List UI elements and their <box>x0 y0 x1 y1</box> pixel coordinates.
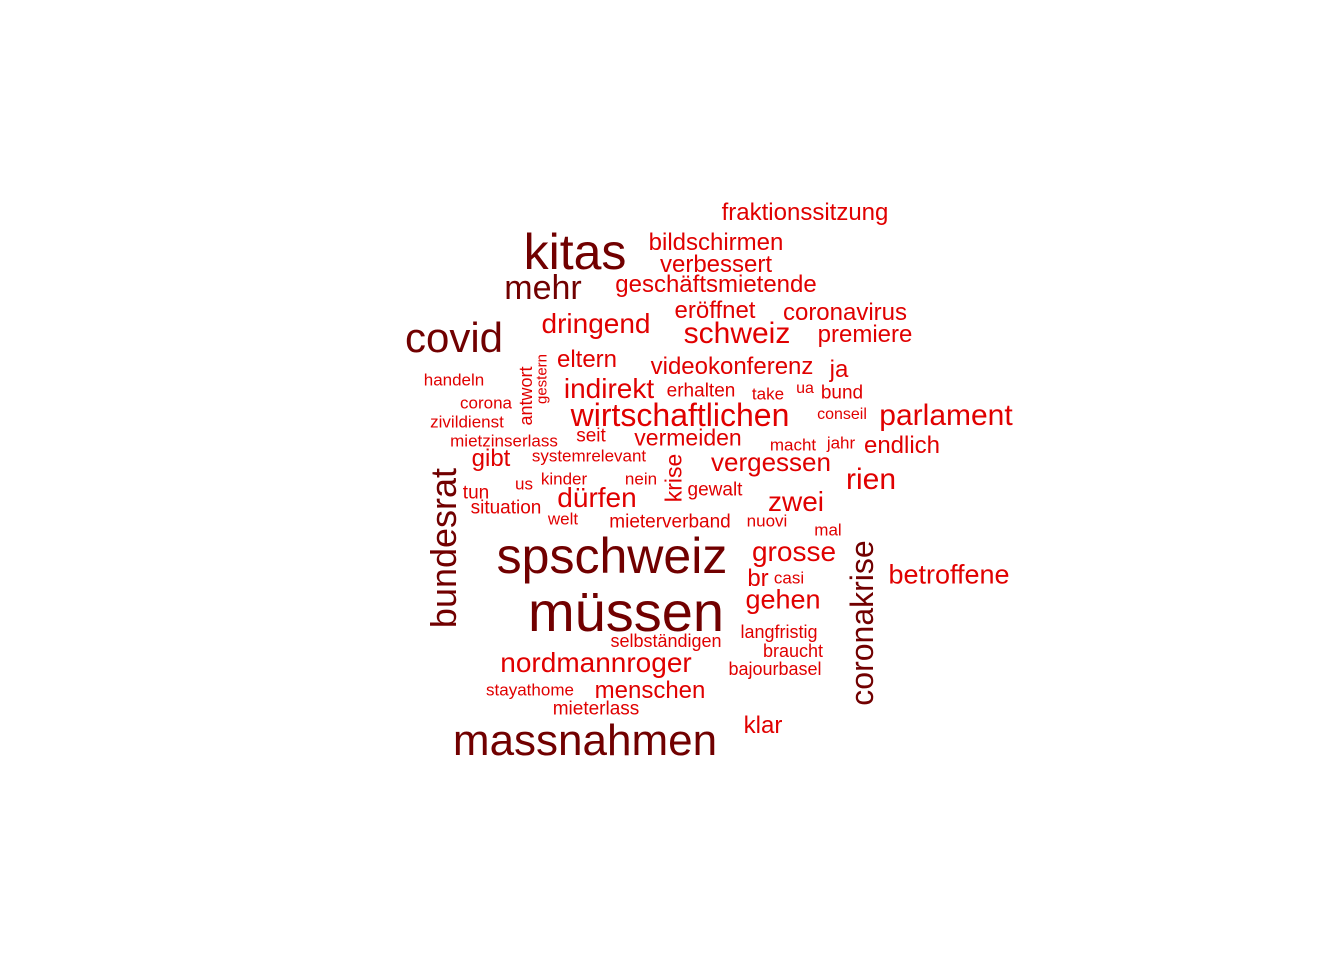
cloud-word-endlich: endlich <box>863 432 941 459</box>
cloud-word-vergessen: vergessen <box>711 447 831 477</box>
cloud-word-tun: tun <box>462 482 490 504</box>
cloud-word-ja: ja <box>829 356 849 383</box>
cloud-word-bund: bund <box>820 382 864 404</box>
cloud-word-welt: welt <box>547 509 579 529</box>
cloud-word-bajourbasel: bajourbasel <box>728 659 822 679</box>
cloud-word-nuovi: nuovi <box>746 511 788 531</box>
cloud-word-kitas: kitas <box>523 224 627 280</box>
cloud-word-fraktionssitzung: fraktionssitzung <box>721 199 889 226</box>
cloud-word-conseil: conseil <box>817 406 867 423</box>
cloud-word-mehr: mehr <box>504 269 582 307</box>
cloud-word-casi: casi <box>773 568 805 588</box>
cloud-word-eltern: eltern <box>556 346 618 373</box>
cloud-word-gewalt: gewalt <box>687 479 743 501</box>
cloud-word-antwort: antwort <box>516 366 536 426</box>
cloud-word-nordmannroger: nordmannroger <box>500 647 692 678</box>
cloud-word-ua: ua <box>796 380 814 397</box>
cloud-word-müssen: müssen <box>527 580 725 643</box>
cloud-word-handeln: handeln <box>423 370 485 390</box>
cloud-word-bildschirmen: bildschirmen <box>648 229 784 256</box>
cloud-word-coronavirus: coronavirus <box>782 299 908 326</box>
cloud-word-dringend: dringend <box>541 308 651 339</box>
cloud-word-seit: seit <box>576 425 606 447</box>
cloud-word-us: us <box>515 474 533 494</box>
cloud-word-eröffnet: eröffnet <box>674 297 756 324</box>
cloud-word-vermeiden: vermeiden <box>634 424 742 451</box>
cloud-word-kinder: kinder <box>540 469 588 489</box>
cloud-word-erhalten: erhalten <box>666 380 736 402</box>
cloud-word-br: br <box>747 565 769 592</box>
cloud-word-mal: mal <box>814 520 842 540</box>
cloud-word-selbständigen: selbständigen <box>610 631 722 651</box>
cloud-word-situation: situation <box>470 497 542 519</box>
cloud-word-braucht: braucht <box>762 641 824 661</box>
cloud-word-bundesrat: bundesrat <box>423 467 464 629</box>
cloud-word-betroffene: betroffene <box>888 559 1010 590</box>
cloud-word-gehen: gehen <box>745 584 821 615</box>
cloud-word-mieterlass: mieterlass <box>552 698 640 720</box>
cloud-word-rien: rien <box>845 463 897 496</box>
cloud-word-krise: krise <box>660 453 687 503</box>
cloud-word-menschen: menschen <box>594 677 706 704</box>
cloud-word-langfristig: langfristig <box>740 622 818 642</box>
cloud-word-nein: nein <box>624 469 658 489</box>
cloud-word-wirtschaftlichen: wirtschaftlichen <box>570 397 790 433</box>
cloud-word-macht: macht <box>769 435 817 455</box>
cloud-word-zivildienst: zivildienst <box>430 412 504 432</box>
cloud-word-klar: klar <box>743 712 783 739</box>
cloud-word-mieterverband: mieterverband <box>609 511 731 533</box>
cloud-word-gestern: gestern <box>533 353 551 405</box>
cloud-word-coronakrise: coronakrise <box>844 540 880 706</box>
cloud-word-verbessert: verbessert <box>659 251 773 278</box>
cloud-word-stayathome: stayathome <box>486 680 574 700</box>
cloud-word-indirekt: indirekt <box>563 373 655 404</box>
cloud-word-gibt: gibt <box>471 445 511 472</box>
cloud-word-parlament: parlament <box>879 399 1013 432</box>
cloud-word-premiere: premiere <box>817 321 913 348</box>
cloud-word-geschäftsmietende: geschäftsmietende <box>615 271 817 298</box>
cloud-word-take: take <box>751 384 785 404</box>
cloud-word-grosse: grosse <box>751 536 837 567</box>
cloud-word-covid: covid <box>404 314 504 361</box>
cloud-word-systemrelevant: systemrelevant <box>531 446 647 466</box>
cloud-word-spschweiz: spschweiz <box>496 528 728 584</box>
cloud-word-dürfen: dürfen <box>557 482 637 513</box>
cloud-word-corona: corona <box>460 393 512 413</box>
cloud-word-videokonferenz: videokonferenz <box>650 353 814 380</box>
cloud-word-jahr: jahr <box>826 433 856 453</box>
cloud-word-zwei: zwei <box>767 486 825 517</box>
cloud-word-mietzinserlass: mietzinserlass <box>450 431 558 451</box>
cloud-word-massnahmen: massnahmen <box>452 716 718 765</box>
cloud-word-schweiz: schweiz <box>683 317 791 350</box>
